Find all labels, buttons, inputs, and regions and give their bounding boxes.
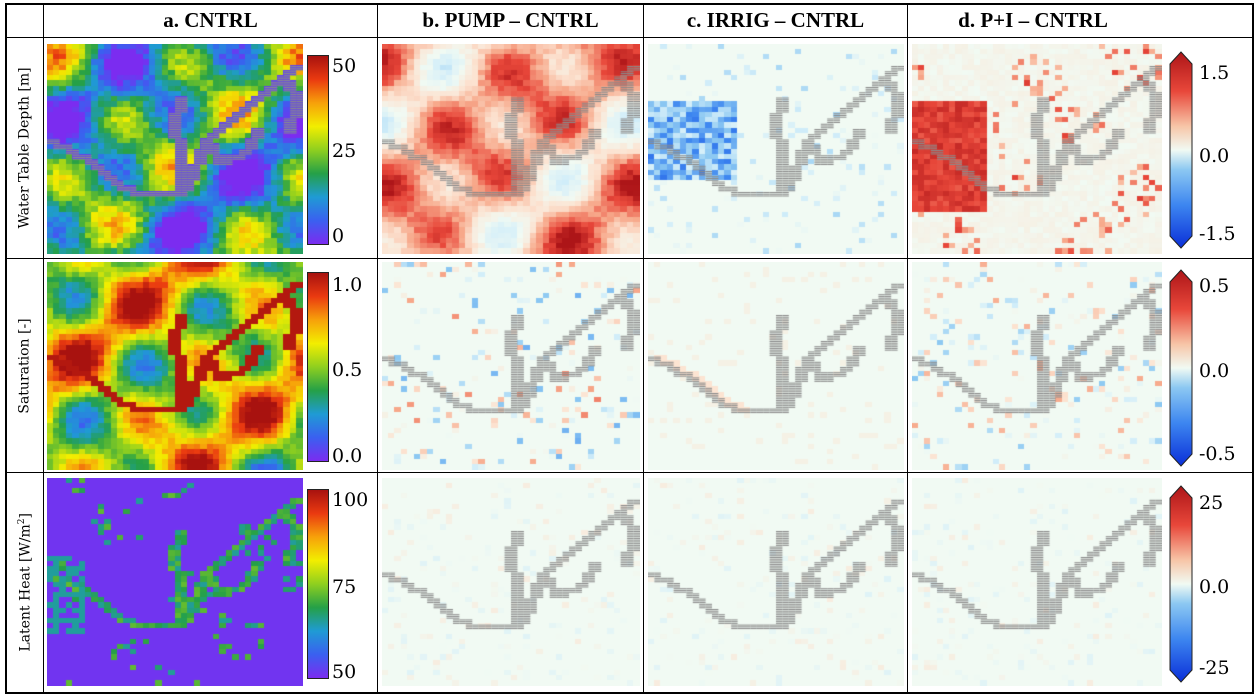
border-right: [1252, 3, 1254, 694]
map-irrig-diff-saturation: [648, 262, 904, 470]
row-label-close: ]: [17, 513, 34, 519]
colorbar-tick-bottom: 0.0: [332, 445, 363, 467]
map-irrig-diff-water-table-depth: [648, 44, 904, 254]
colorbar-cntrl-water-table-depth: [307, 55, 329, 245]
colorbar-diff-water-table-depth: [1169, 51, 1193, 249]
border-col-c: [907, 3, 908, 694]
border-col-b: [643, 3, 644, 694]
border-bottom: [5, 692, 1254, 694]
colorbar-tick-top: 0.5: [1199, 275, 1230, 297]
row-label-text: Saturation [-]: [17, 317, 33, 414]
border-header-bottom: [5, 37, 1254, 38]
colorbar-tick-bottom: 0: [332, 225, 345, 247]
colorbar-tick-mid: 0.0: [1199, 360, 1230, 382]
colorbar-tick-bottom: -0.5: [1199, 443, 1236, 465]
column-title-c: c. IRRIG – CNTRL: [686, 8, 865, 32]
colorbar-cntrl-latent-heat: [307, 489, 329, 679]
colorbar-tick-top: 1.5: [1199, 62, 1230, 84]
map-pi-diff-saturation: [912, 262, 1162, 470]
border-col-a: [377, 3, 378, 694]
border-row2-bottom: [5, 472, 1254, 473]
colorbar-tick-top: 50: [332, 55, 357, 77]
colorbar-tick-mid: 75: [332, 576, 357, 598]
map-irrig-diff-latent-heat: [648, 478, 904, 686]
colorbar-tick-top: 100: [332, 489, 369, 511]
map-pump-diff-water-table-depth: [382, 44, 640, 254]
row-label-text: Latent Heat [W/m2]: [17, 513, 34, 652]
map-pi-diff-water-table-depth: [912, 44, 1162, 254]
row-label-text: Water Table Depth [m]: [17, 67, 34, 229]
map-cntrl-water-table-depth: [47, 44, 303, 254]
row-label-saturation: Saturation [-]: [6, 259, 44, 472]
colorbar-diff-latent-heat: [1169, 485, 1193, 683]
colorbar-tick-mid: 0.0: [1199, 576, 1230, 598]
map-pump-diff-saturation: [382, 262, 640, 470]
column-title-a: a. CNTRL: [163, 8, 258, 32]
row-label-sup: 2: [16, 518, 27, 525]
colorbar-tick-mid: 0.0: [1199, 145, 1230, 167]
colorbar-tick-top: 1.0: [332, 274, 363, 296]
border-row1-bottom: [5, 258, 1254, 259]
border-label-col: [43, 3, 44, 694]
border-left: [5, 3, 7, 694]
column-title-d: d. P+I – CNTRL: [958, 8, 1108, 32]
colorbar-tick-mid: 25: [332, 140, 357, 162]
map-pi-diff-latent-heat: [912, 478, 1162, 686]
column-title-b: b. PUMP – CNTRL: [422, 8, 599, 32]
row-label-main: Latent Heat [W/m: [17, 524, 34, 652]
colorbar-tick-bottom: -25: [1199, 657, 1230, 679]
map-pump-diff-latent-heat: [382, 478, 640, 686]
colorbar-tick-mid: 0.5: [332, 359, 363, 381]
colorbar-tick-top: 25: [1199, 492, 1224, 514]
colorbar-tick-bottom: -1.5: [1199, 223, 1236, 245]
map-cntrl-saturation: [47, 262, 303, 470]
border-top: [5, 3, 1254, 5]
row-label-water-table-depth: Water Table Depth [m]: [6, 38, 44, 258]
map-cntrl-latent-heat: [47, 478, 303, 686]
colorbar-cntrl-saturation: [307, 272, 329, 462]
row-label-latent-heat: Latent Heat [W/m2]: [6, 473, 44, 692]
colorbar-diff-saturation: [1169, 269, 1193, 467]
colorbar-tick-bottom: 50: [332, 661, 357, 683]
